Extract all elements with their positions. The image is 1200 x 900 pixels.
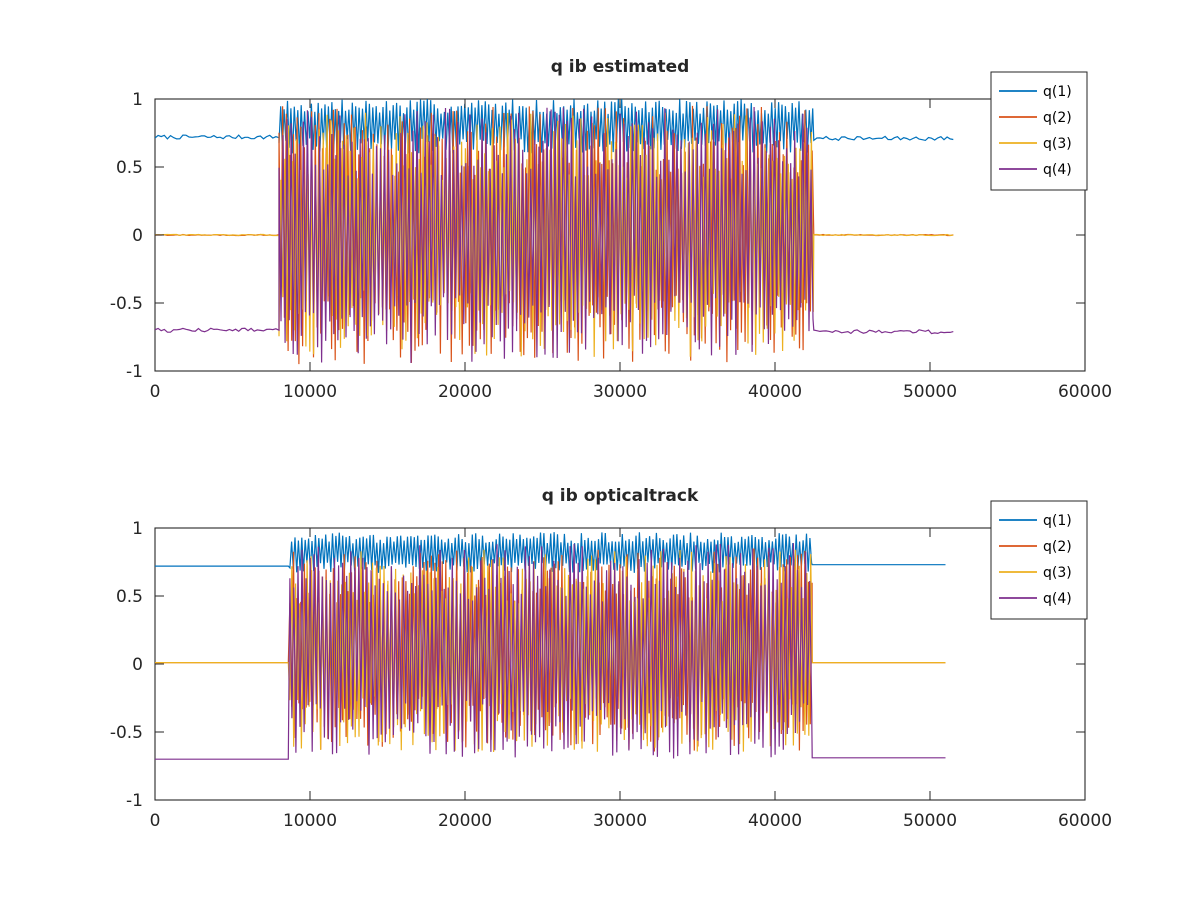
legend-label: q(1) bbox=[1043, 513, 1072, 529]
x-tick-label: 0 bbox=[150, 382, 161, 402]
subplot-estimated: 0 10000 20000 30000 40000 50000 60000 -1 -0.5 0 0.… bbox=[110, 57, 1112, 402]
chart-title: q ib opticaltrack bbox=[542, 486, 699, 506]
x-tick-label: 40000 bbox=[748, 811, 802, 831]
x-tick-label: 30000 bbox=[593, 382, 647, 402]
legend-label: q(2) bbox=[1043, 539, 1072, 555]
legend-label: q(3) bbox=[1043, 565, 1072, 581]
y-tick-label: 1 bbox=[132, 90, 143, 110]
x-tick-label: 50000 bbox=[903, 382, 957, 402]
x-tick-label: 30000 bbox=[593, 811, 647, 831]
y-tick-label: -0.5 bbox=[110, 294, 143, 314]
x-tick-label: 40000 bbox=[748, 382, 802, 402]
x-tick-label: 20000 bbox=[438, 811, 492, 831]
y-tick-label: 0 bbox=[132, 226, 143, 246]
y-tick-label: -1 bbox=[126, 791, 143, 811]
series-line-4 bbox=[155, 543, 946, 760]
legend: q(1) q(2) q(3) q(4) bbox=[990, 500, 1088, 620]
y-tick-label: -0.5 bbox=[110, 723, 143, 743]
x-tick-label: 50000 bbox=[903, 811, 957, 831]
y-tick-label: 0.5 bbox=[116, 587, 143, 607]
y-tick-label: 0.5 bbox=[116, 158, 143, 178]
legend-label: q(1) bbox=[1043, 84, 1072, 100]
x-tick-label: 10000 bbox=[283, 811, 337, 831]
legend-label: q(4) bbox=[1043, 591, 1072, 607]
y-tick-label: 1 bbox=[132, 519, 143, 539]
x-tick-label: 60000 bbox=[1058, 811, 1112, 831]
series-group bbox=[155, 532, 946, 760]
series-line-4 bbox=[155, 106, 954, 364]
x-tick-label: 60000 bbox=[1058, 382, 1112, 402]
y-tick-label: 0 bbox=[132, 655, 143, 675]
series-line-1 bbox=[155, 532, 946, 573]
legend-box bbox=[990, 500, 1088, 620]
legend-label: q(3) bbox=[1043, 136, 1072, 152]
x-tick-label: 10000 bbox=[283, 382, 337, 402]
legend-label: q(4) bbox=[1043, 162, 1072, 178]
y-tick-label: -1 bbox=[126, 362, 143, 382]
chart-title: q ib estimated bbox=[551, 57, 690, 77]
legend-label: q(2) bbox=[1043, 110, 1072, 126]
x-tick-label: 0 bbox=[150, 811, 161, 831]
series-group bbox=[155, 99, 954, 365]
series-line-1 bbox=[155, 99, 954, 154]
legend: q(1) q(2) q(3) q(4) bbox=[990, 71, 1088, 191]
x-tick-label: 20000 bbox=[438, 382, 492, 402]
legend-box bbox=[990, 71, 1088, 191]
subplot-opticaltrack: 0 10000 20000 30000 40000 50000 60000 -1 -0.5 0 0.… bbox=[110, 486, 1112, 831]
